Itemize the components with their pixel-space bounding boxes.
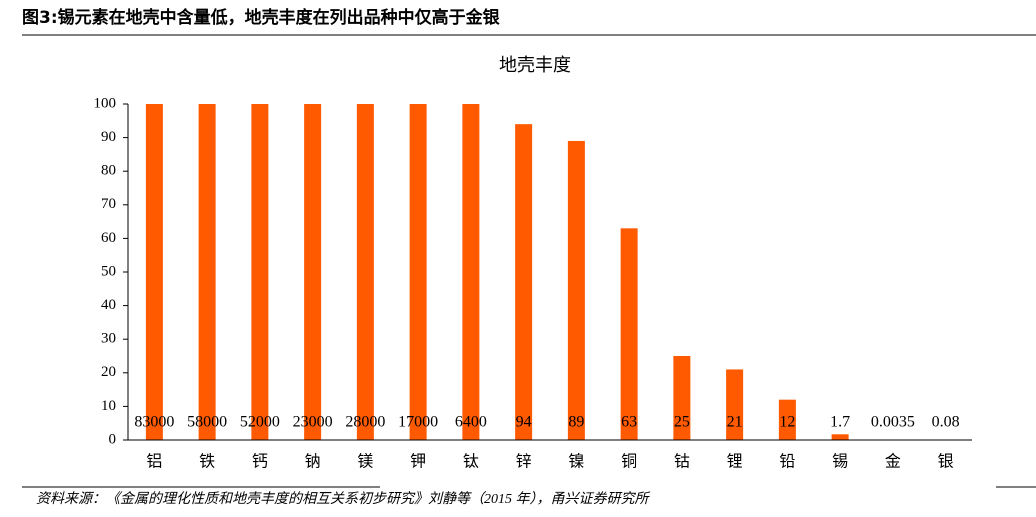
data-label: 89	[568, 414, 584, 431]
bar	[198, 104, 216, 440]
data-label: 23000	[293, 414, 333, 431]
bar	[145, 104, 163, 440]
source-note: 资料来源：《金属的理化性质和地壳丰度的相互关系初步研究》刘静等（2015 年），…	[36, 491, 650, 507]
x-tick-label: 银	[938, 453, 954, 471]
x-tick-label: 钛	[463, 453, 479, 471]
data-label: 52000	[240, 414, 280, 431]
data-label: 83000	[134, 414, 174, 431]
chart-title: 地壳丰度	[499, 55, 571, 75]
bar	[409, 104, 427, 440]
data-label: 6400	[455, 414, 487, 431]
data-label: 12	[779, 414, 795, 431]
bar	[620, 228, 638, 440]
x-tick-label: 镁	[357, 453, 373, 471]
y-tick-label: 100	[94, 95, 117, 111]
x-tick-label: 铜	[621, 453, 637, 471]
bar	[831, 434, 849, 440]
data-label: 0.08	[932, 414, 960, 431]
bar	[304, 104, 322, 440]
data-label: 63	[621, 414, 637, 431]
bar	[251, 104, 269, 440]
bar	[515, 124, 533, 440]
x-tick-label: 铝	[146, 453, 162, 471]
data-label: 17000	[398, 414, 438, 431]
data-label: 25	[674, 414, 690, 431]
x-tick-label: 锡	[832, 453, 848, 471]
data-label: 94	[516, 414, 532, 431]
header-title: 图3:锡元素在地壳中含量低，地壳丰度在列出品种中仅高于金银	[22, 7, 501, 28]
x-tick-label: 铅	[779, 453, 795, 471]
x-tick-label: 锌	[516, 453, 532, 471]
y-tick-label: 10	[101, 398, 116, 414]
bar	[356, 104, 374, 440]
bar	[726, 369, 744, 440]
data-label: 28000	[345, 414, 385, 431]
x-tick-label: 锂	[727, 453, 743, 471]
x-tick-label: 金	[885, 453, 901, 471]
data-label: 1.7	[830, 414, 850, 431]
bar	[462, 104, 480, 440]
y-tick-label: 0	[109, 431, 117, 447]
x-tick-label: 钠	[305, 453, 321, 471]
y-tick-label: 20	[101, 364, 116, 380]
x-tick-label: 钾	[410, 453, 426, 471]
y-tick-label: 80	[101, 163, 116, 179]
y-tick-label: 70	[101, 196, 116, 212]
y-tick-label: 60	[101, 230, 116, 246]
data-label: 21	[727, 414, 743, 431]
x-tick-label: 镍	[568, 453, 584, 471]
bar	[673, 356, 691, 440]
y-tick-label: 40	[101, 297, 116, 313]
x-tick-label: 钴	[674, 453, 690, 471]
data-label: 58000	[187, 414, 227, 431]
x-tick-label: 铁	[199, 453, 215, 471]
x-tick-label: 钙	[252, 453, 268, 471]
bar	[567, 140, 585, 440]
bar	[778, 399, 796, 440]
y-tick-label: 30	[101, 331, 116, 347]
y-tick-label: 90	[101, 129, 116, 145]
data-label: 0.0035	[871, 414, 915, 431]
plot-area	[145, 104, 955, 440]
y-tick-label: 50	[101, 263, 116, 279]
